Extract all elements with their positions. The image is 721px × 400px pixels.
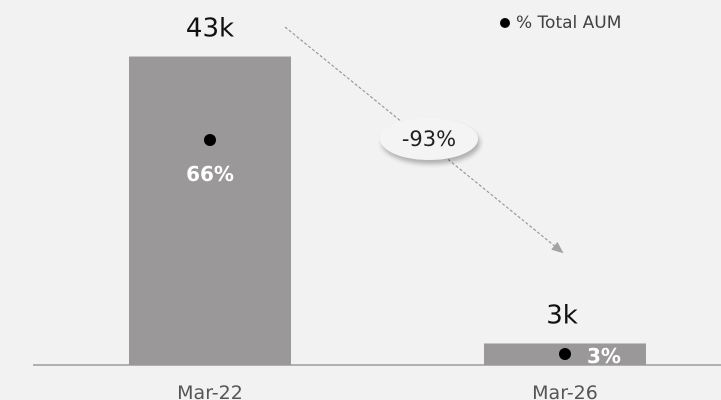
bar-mar-22 bbox=[129, 56, 291, 366]
pct-dot bbox=[559, 348, 571, 360]
trend-arrow bbox=[284, 26, 564, 254]
category-label: Mar-22 bbox=[177, 382, 243, 400]
category-label: Mar-26 bbox=[532, 382, 598, 400]
legend: % Total AUM bbox=[500, 13, 621, 33]
legend-dot-icon bbox=[500, 18, 510, 28]
pct-dot bbox=[204, 134, 216, 146]
change-badge: -93% bbox=[380, 118, 478, 160]
change-label: -93% bbox=[401, 127, 457, 151]
legend-label: % Total AUM bbox=[516, 13, 622, 33]
pct-label: 66% bbox=[186, 162, 234, 186]
value-label: 3k bbox=[546, 300, 578, 330]
value-label: 43k bbox=[186, 14, 234, 44]
pct-label: 3% bbox=[587, 344, 621, 368]
